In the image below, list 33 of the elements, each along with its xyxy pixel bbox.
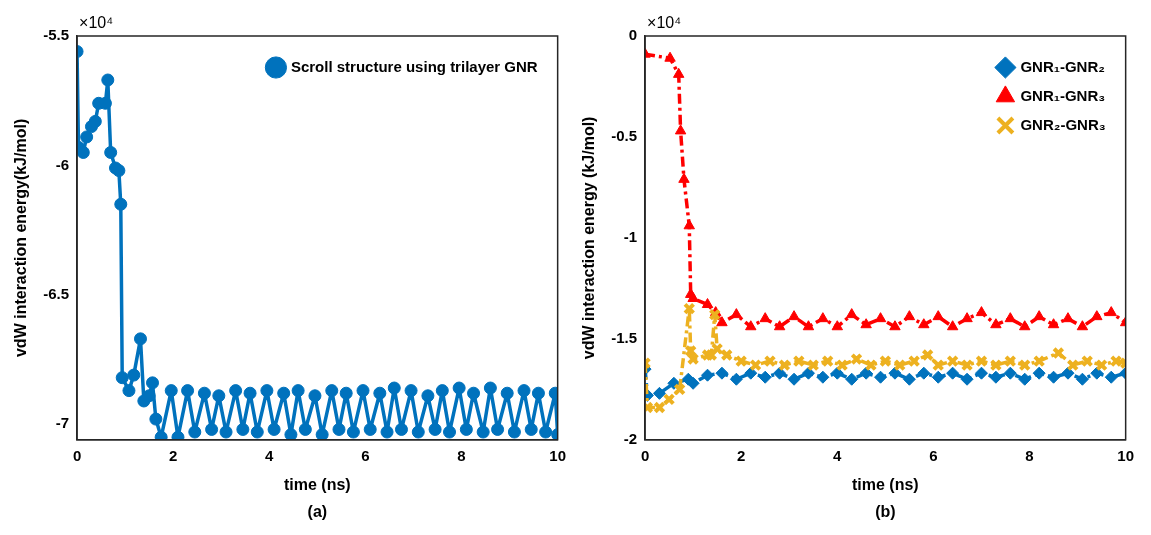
text: (b) <box>875 503 896 521</box>
y-tick-label: -2 <box>623 429 638 447</box>
legend-label: GNR₁-GNR₃ <box>1020 86 1106 104</box>
x-tick-label: 0 <box>72 446 82 464</box>
x-tick-label: 2 <box>169 446 178 464</box>
x-tick-label: 2 <box>737 446 746 464</box>
y-tick-label: 0 <box>628 26 638 44</box>
x-axis-title: time (ns) <box>852 475 919 493</box>
y-tick-label: -7 <box>55 414 70 432</box>
y-axis-title: vdW interaction energy(kJ/mol) <box>12 118 30 358</box>
x-tick-label: 0 <box>640 446 650 464</box>
x-tick-label: 8 <box>1025 446 1034 464</box>
y-tick-label: -1.5 <box>611 328 638 346</box>
y-tick-label: -6.5 <box>43 284 70 302</box>
text: ×10⁴ <box>79 14 114 32</box>
legend-label: GNR₂-GNR₃ <box>1020 115 1106 133</box>
x-tick-label: 8 <box>457 446 466 464</box>
x-tick-label: 4 <box>265 446 275 464</box>
x-tick-label: 10 <box>549 446 566 464</box>
text: (a) <box>307 503 328 521</box>
x-axis-title: time (ns) <box>284 475 351 493</box>
y-axis-title: vdW interaction energy (kJ/mol) <box>580 116 598 360</box>
text: ×10⁴ <box>647 14 682 32</box>
x-tick-label: 6 <box>929 446 938 464</box>
y-tick-label: -0.5 <box>611 127 638 145</box>
legend-label: Scroll structure using trilayer GNR <box>290 57 538 75</box>
x-tick-label: 10 <box>1117 446 1134 464</box>
x-tick-label: 6 <box>361 446 370 464</box>
x-tick-label: 4 <box>833 446 843 464</box>
y-tick-label: -5.5 <box>43 26 70 44</box>
y-tick-label: -1 <box>623 228 638 246</box>
legend-label: GNR₁-GNR₂ <box>1020 57 1105 75</box>
y-tick-label: -6 <box>55 155 70 173</box>
